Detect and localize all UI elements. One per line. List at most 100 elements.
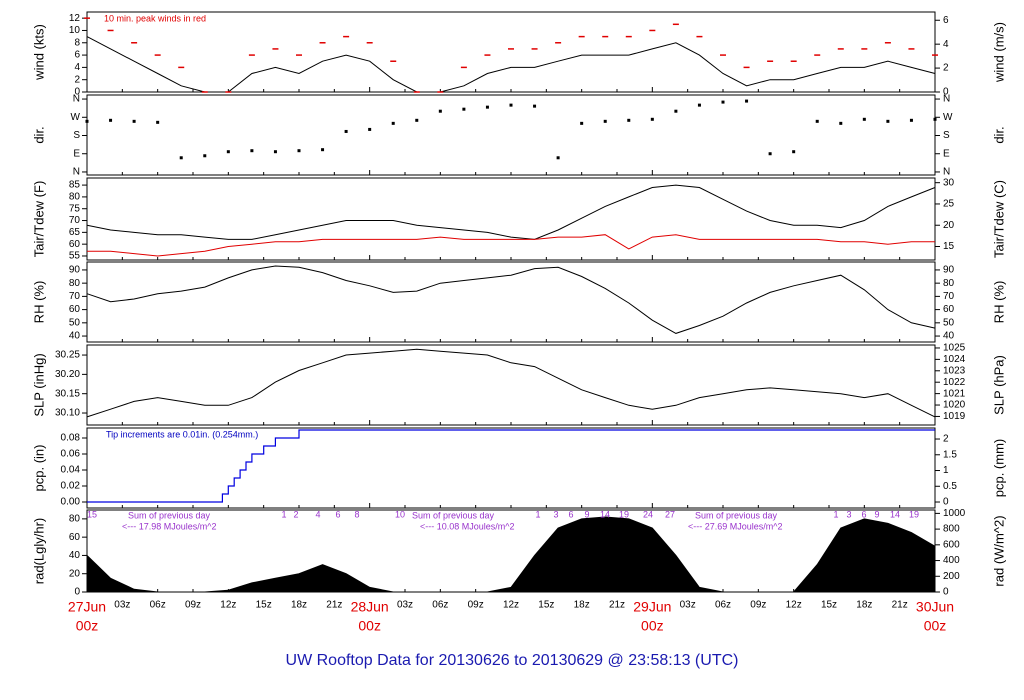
x-tick-label: 21z [609, 600, 625, 611]
y2-tick-label: W [943, 112, 953, 123]
dir-point [909, 118, 913, 122]
radiation-hour-label: 1 [281, 509, 286, 519]
dir-point [132, 119, 136, 123]
dir-point [674, 109, 678, 113]
y-tick-label: W [71, 112, 81, 123]
y2-tick-label: E [943, 148, 950, 159]
radiation-hour-label: 1 [535, 509, 540, 519]
x-tick-label: 12z [503, 600, 519, 611]
y2-tick-label: 70 [943, 291, 955, 302]
x-tick-label: 03z [397, 600, 413, 611]
x-tick-label: 21z [892, 600, 908, 611]
y-tick-label: 65 [69, 227, 81, 238]
y-axis-label: dir. [31, 126, 46, 143]
y2-tick-label: 2 [943, 434, 949, 445]
dir-point [203, 154, 207, 158]
day-hour-label: 00z [76, 618, 99, 634]
dir-point [839, 121, 843, 125]
dir-point [415, 118, 419, 122]
precip-step [87, 429, 935, 503]
y-tick-label: S [73, 130, 80, 141]
y2-tick-label: 0.5 [943, 481, 957, 492]
y2-tick-label: S [943, 130, 950, 141]
y2-axis-label: Tair/Tdew (C) [991, 180, 1006, 258]
y2-tick-label: N [943, 167, 950, 178]
y2-tick-label: 6 [943, 15, 949, 26]
y2-axis-label: RH (%) [991, 281, 1006, 324]
y-tick-label: 30.15 [55, 388, 80, 399]
dir-point [862, 117, 866, 121]
y2-tick-label: 1.5 [943, 449, 957, 460]
y2-tick-label: 1019 [943, 411, 966, 422]
y-tick-label: 0 [74, 87, 80, 98]
dir-point [627, 118, 631, 122]
dir-point [933, 117, 937, 121]
radiation-hour-label: 6 [861, 509, 866, 519]
radiation-hour-label: 6 [568, 509, 573, 519]
x-tick-label: 18z [574, 600, 590, 611]
y-tick-label: 0.04 [61, 465, 81, 476]
y-tick-label: 30.10 [55, 408, 80, 419]
dir-point [580, 121, 584, 125]
x-tick-label: 12z [220, 600, 236, 611]
dir-point [697, 103, 701, 107]
y2-tick-label: 600 [943, 539, 960, 550]
dir-point [650, 117, 654, 121]
y-tick-label: 40 [69, 331, 81, 342]
dir-point [344, 129, 348, 133]
y-tick-label: 30.20 [55, 369, 80, 380]
y-tick-label: 80 [69, 278, 81, 289]
annotation: 10 min. peak winds in red [104, 13, 206, 23]
x-tick-label: 15z [538, 600, 554, 611]
y-tick-label: 20 [69, 568, 81, 579]
x-tick-label: 09z [468, 600, 484, 611]
x-tick-label: 21z [326, 600, 342, 611]
radiation-hour-label: 10 [395, 509, 405, 519]
y2-tick-label: 800 [943, 524, 960, 535]
y-axis-label: RH (%) [31, 281, 46, 324]
y-tick-label: 10 [69, 25, 81, 36]
y2-tick-label: 0 [943, 497, 949, 508]
y2-tick-label: 15 [943, 241, 955, 252]
y-tick-label: 0.06 [61, 449, 81, 460]
y-tick-label: 0.00 [61, 497, 81, 508]
y2-tick-label: N [943, 94, 950, 105]
y2-tick-label: 80 [943, 278, 955, 289]
radiation-note: Sum of previous day [128, 510, 211, 520]
x-tick-label: 18z [856, 600, 872, 611]
y-tick-label: 70 [69, 215, 81, 226]
y2-tick-label: 60 [943, 304, 955, 315]
radiation-hour-label: 24 [643, 509, 653, 519]
radiation-hour-label: 6 [335, 509, 340, 519]
dir-point [485, 105, 489, 109]
radiation-hour-label: 14 [600, 509, 610, 519]
day-hour-label: 00z [358, 618, 381, 634]
y-tick-label: 90 [69, 265, 81, 276]
day-hour-label: 00z [641, 618, 664, 634]
x-tick-label: 06z [715, 600, 731, 611]
y-axis-label: wind (kts) [31, 24, 46, 81]
y2-tick-label: 50 [943, 317, 955, 328]
y-tick-label: 50 [69, 317, 81, 328]
radiation-hour-label: 1 [833, 509, 838, 519]
y2-tick-label: 1021 [943, 388, 966, 399]
y2-axis-label: dir. [991, 126, 1006, 143]
radiation-hour-label: 9 [584, 509, 589, 519]
y-tick-label: N [73, 94, 80, 105]
y-tick-label: 30.25 [55, 350, 80, 361]
dir-point [321, 148, 325, 152]
y2-tick-label: 400 [943, 555, 960, 566]
series-line [86, 265, 936, 334]
y2-tick-label: 90 [943, 265, 955, 276]
dir-point [745, 99, 749, 103]
radiation-hour-label: 8 [354, 509, 359, 519]
y-tick-label: 8 [74, 37, 80, 48]
y2-axis-label: wind (m/s) [991, 22, 1006, 83]
y-tick-label: 2 [74, 74, 80, 85]
chart-title: UW Rooftop Data for 20130626 to 20130629… [286, 652, 739, 669]
dir-point [509, 103, 513, 107]
y2-tick-label: 40 [943, 331, 955, 342]
y2-axis-label: pcp. (mm) [991, 439, 1006, 498]
